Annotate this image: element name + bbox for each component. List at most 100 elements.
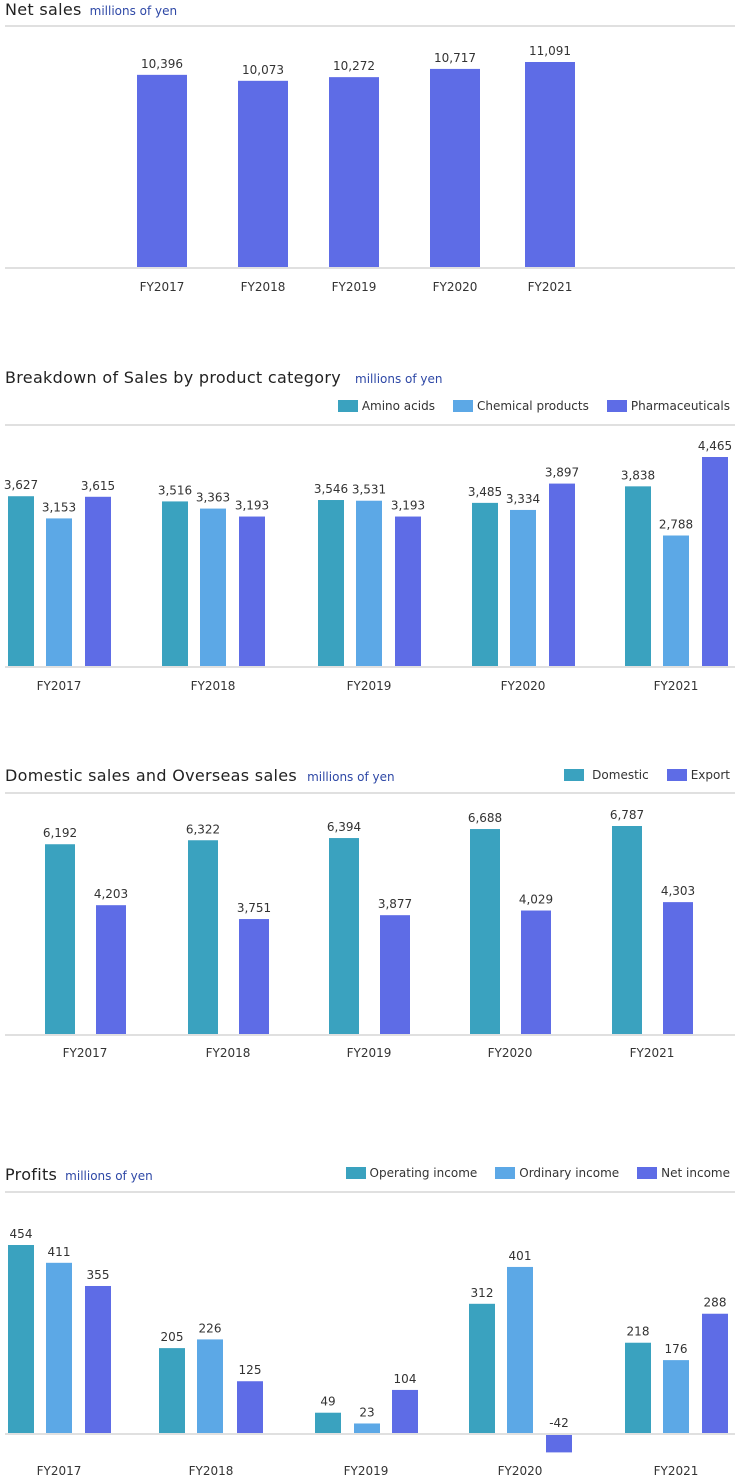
x-tick-label: FY2017 <box>37 679 82 693</box>
data-label: 10,717 <box>434 51 476 65</box>
legend-label: Ordinary income <box>519 1166 620 1180</box>
data-label: 3,546 <box>314 482 348 496</box>
bar <box>329 838 359 1034</box>
legend-label: Amino acids <box>361 399 435 413</box>
bar <box>663 1360 689 1433</box>
bar <box>612 826 642 1034</box>
x-tick-label: FY2018 <box>189 1464 234 1476</box>
bar <box>472 502 498 666</box>
data-label: 6,322 <box>186 822 220 836</box>
data-label: 10,073 <box>242 63 284 77</box>
unit-label: millions of yen <box>307 770 395 784</box>
legend-item-export: Export <box>666 768 730 782</box>
unit-label: millions of yen <box>65 1169 153 1183</box>
bar <box>197 1339 223 1433</box>
data-label: 411 <box>48 1245 71 1259</box>
x-axis-line <box>5 1034 735 1036</box>
x-tick-label: FY2021 <box>630 1046 675 1060</box>
x-axis-line <box>5 267 735 269</box>
bar <box>85 496 111 666</box>
header-divider <box>5 424 735 426</box>
bar <box>663 902 693 1034</box>
data-label: 6,192 <box>43 826 77 840</box>
x-tick-label: FY2017 <box>63 1046 108 1060</box>
bar <box>469 1303 495 1433</box>
x-tick-label: FY2020 <box>501 679 546 693</box>
bar <box>85 1285 111 1433</box>
data-label: 312 <box>471 1286 494 1300</box>
bar <box>380 915 410 1034</box>
legend-swatch <box>606 400 627 412</box>
x-tick-label: FY2018 <box>206 1046 251 1060</box>
data-label: 4,029 <box>519 893 553 907</box>
bar <box>8 496 34 666</box>
bar <box>239 516 265 666</box>
x-tick-label: FY2020 <box>498 1464 543 1476</box>
bar <box>521 910 551 1034</box>
data-label: 3,877 <box>378 897 412 911</box>
profits-title: Profits millions of yen <box>5 1165 153 1184</box>
bar <box>96 905 126 1034</box>
bar <box>239 919 269 1034</box>
x-tick-label: FY2018 <box>191 679 236 693</box>
data-label: 3,751 <box>237 901 271 915</box>
legend-swatch <box>564 769 585 781</box>
data-label: 23 <box>359 1405 374 1419</box>
bar <box>46 1262 72 1433</box>
bar <box>546 1435 572 1453</box>
x-tick-label: FY2017 <box>140 280 185 294</box>
legend-label: Pharmaceuticals <box>630 399 730 413</box>
data-label: 3,627 <box>4 478 38 492</box>
x-tick-label: FY2021 <box>654 1464 699 1476</box>
bar <box>663 535 689 666</box>
data-label: 3,485 <box>468 485 502 499</box>
bar <box>46 518 72 666</box>
bar <box>510 509 536 666</box>
bar <box>549 483 575 666</box>
data-label: 3,531 <box>352 483 386 497</box>
data-label: 3,334 <box>506 492 540 506</box>
bar <box>430 68 480 267</box>
bar <box>137 74 187 267</box>
data-label: 6,787 <box>610 808 644 822</box>
data-label: 10,272 <box>333 59 375 73</box>
data-label: 3,193 <box>391 499 425 513</box>
domestic-overseas-legend: Domestic Export <box>564 768 730 782</box>
x-tick-label: FY2021 <box>528 280 573 294</box>
chart-title: Domestic sales and Overseas sales <box>5 766 298 785</box>
data-label: 226 <box>199 1321 222 1335</box>
bar <box>237 1381 263 1433</box>
data-label: 3,897 <box>545 466 579 480</box>
data-label: 3,363 <box>196 491 230 505</box>
data-label: 4,203 <box>94 887 128 901</box>
legend-swatch <box>495 1167 516 1179</box>
x-tick-label: FY2018 <box>241 280 286 294</box>
data-label: -42 <box>549 1416 569 1430</box>
net-sales-title: Net sales millions of yen <box>5 0 177 19</box>
data-label: 3,153 <box>42 500 76 514</box>
legend-item-domestic: Domestic <box>564 768 649 782</box>
legend-swatch <box>452 400 473 412</box>
unit-label: millions of yen <box>89 4 178 18</box>
bar <box>238 80 288 267</box>
data-label: 125 <box>239 1363 262 1377</box>
data-label: 205 <box>161 1330 184 1344</box>
header-divider <box>5 1191 735 1193</box>
data-label: 4,303 <box>661 884 695 898</box>
x-tick-label: FY2019 <box>347 679 392 693</box>
data-label: 4,465 <box>698 439 732 453</box>
bar <box>470 829 500 1034</box>
bar <box>45 844 75 1034</box>
data-label: 454 <box>10 1227 33 1241</box>
legend-item-amino-acids: Amino acids <box>337 399 435 413</box>
bar <box>8 1245 34 1433</box>
bar <box>200 508 226 666</box>
breakdown-chart: 3,627 3,516 3,546 3,485 3,838 3,153 3,363 3,531… <box>4 439 735 693</box>
x-tick-label: FY2017 <box>37 1464 82 1476</box>
profits-legend: Operating income Ordinary income Net inc… <box>345 1166 730 1180</box>
legend-label: Export <box>690 768 730 782</box>
x-tick-label: FY2020 <box>488 1046 533 1060</box>
data-label: 49 <box>320 1395 335 1409</box>
breakdown-title: Breakdown of Sales by product category mi… <box>5 368 443 387</box>
